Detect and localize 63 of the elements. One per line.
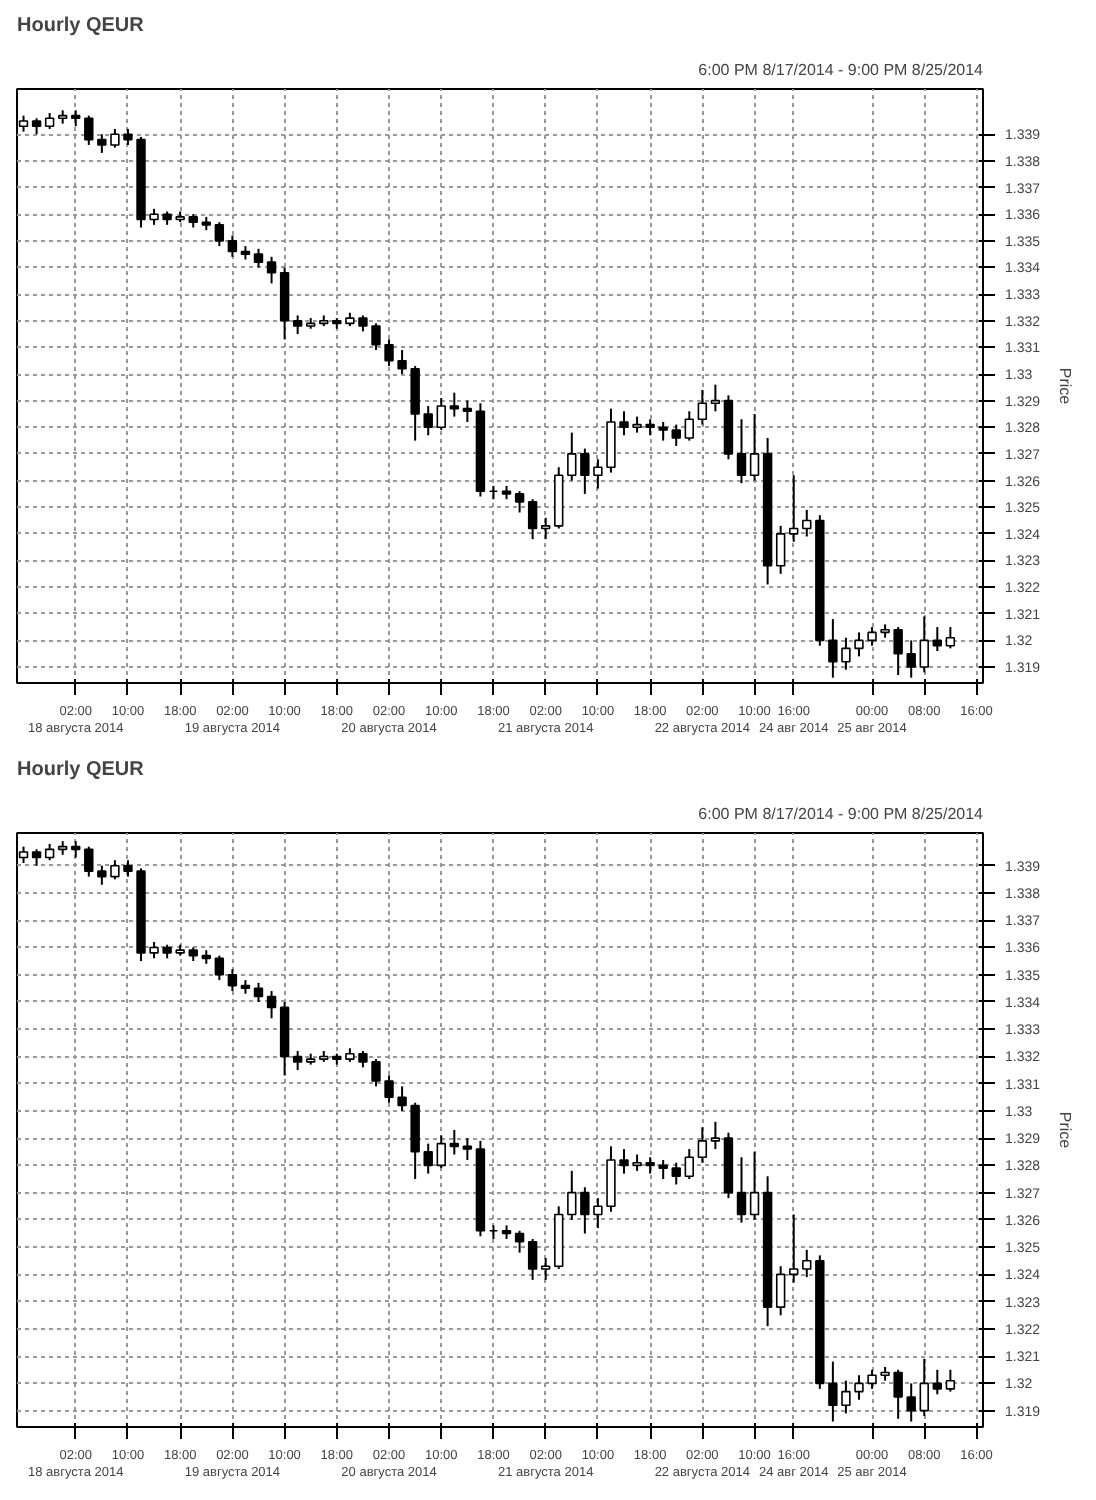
candlestick xyxy=(802,508,812,538)
candlestick xyxy=(932,626,943,653)
candlestick xyxy=(84,845,94,878)
candlestick xyxy=(514,490,525,514)
candlestick xyxy=(227,234,238,258)
candlestick xyxy=(945,1368,956,1393)
candlestick xyxy=(906,639,916,679)
candlestick xyxy=(671,423,681,447)
candlestick xyxy=(527,1237,538,1281)
y-axis-title: Price xyxy=(1056,367,1075,406)
candlestick xyxy=(253,247,264,269)
candlestick xyxy=(919,1357,929,1418)
candlestick xyxy=(749,412,760,482)
candlestick xyxy=(436,396,446,431)
candlestick xyxy=(527,498,538,541)
candlestick xyxy=(462,1137,473,1161)
candlestick xyxy=(684,410,694,442)
candlestick xyxy=(214,221,225,248)
candlestick xyxy=(671,1161,681,1186)
candlestick xyxy=(266,255,277,285)
candlestick xyxy=(540,516,551,541)
candlestick xyxy=(449,391,460,418)
candlestick xyxy=(945,626,956,650)
candlestick xyxy=(371,322,381,352)
candlestick xyxy=(423,404,433,437)
candlestick xyxy=(514,1229,525,1254)
candlestick xyxy=(710,1120,721,1151)
candlestick xyxy=(736,418,747,485)
candlestick xyxy=(384,338,394,368)
candlestick xyxy=(227,968,238,993)
candlestick xyxy=(214,954,225,982)
candlestick xyxy=(932,1368,943,1396)
candlestick xyxy=(697,389,708,426)
chart-subtitle: 6:00 PM 8/17/2014 - 9:00 PM 8/25/2014 xyxy=(698,61,985,79)
candlestick xyxy=(449,1129,460,1156)
candlestick xyxy=(540,1257,551,1281)
candlestick xyxy=(775,524,786,575)
candlestick xyxy=(802,1248,812,1279)
chart-title: Hourly QEUR xyxy=(17,15,146,37)
chart-title: Hourly QEUR xyxy=(17,759,146,781)
candlestick xyxy=(697,1126,708,1164)
candlestick xyxy=(423,1142,433,1175)
candlestick xyxy=(397,349,407,376)
chart-subtitle: 6:00 PM 8/17/2014 - 9:00 PM 8/25/2014 xyxy=(698,805,985,823)
candlestick xyxy=(789,474,799,543)
candlestick xyxy=(749,1150,760,1221)
candlestick xyxy=(253,981,264,1003)
candlestick xyxy=(775,1265,786,1317)
candlestick xyxy=(684,1148,694,1181)
candlestick xyxy=(919,615,929,674)
candlestick xyxy=(789,1213,799,1284)
candlestick xyxy=(436,1134,446,1170)
candlestick xyxy=(906,1382,916,1423)
candlestick xyxy=(710,383,721,413)
candlestick xyxy=(266,990,277,1020)
candlestick xyxy=(462,399,473,423)
candlestick xyxy=(292,1049,303,1072)
candlestick xyxy=(279,266,290,341)
candlestick xyxy=(292,314,303,336)
candlestick xyxy=(736,1156,747,1224)
candlestick xyxy=(371,1058,381,1088)
y-axis-title: Price xyxy=(1056,1111,1075,1150)
candlestick xyxy=(410,365,420,442)
